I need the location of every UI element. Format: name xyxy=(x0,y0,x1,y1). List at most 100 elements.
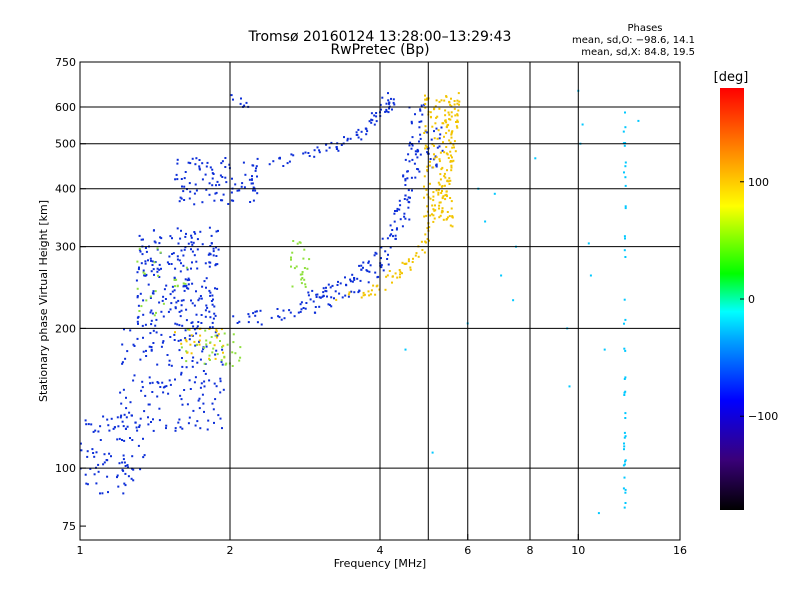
data-point xyxy=(300,282,303,285)
data-point xyxy=(121,461,124,464)
data-point xyxy=(179,339,182,342)
data-point xyxy=(302,257,305,260)
data-point xyxy=(336,284,339,286)
data-point xyxy=(121,343,124,346)
data-point xyxy=(117,425,120,428)
data-point xyxy=(219,377,222,380)
data-point xyxy=(154,290,157,293)
data-point xyxy=(191,302,194,305)
data-point xyxy=(136,260,139,263)
data-point xyxy=(157,274,160,277)
data-point xyxy=(215,184,217,187)
data-point xyxy=(419,137,422,140)
data-point xyxy=(142,313,145,316)
data-point xyxy=(444,176,447,179)
data-point xyxy=(445,193,448,196)
data-point xyxy=(176,178,179,181)
data-point xyxy=(145,355,148,357)
data-point xyxy=(623,144,626,147)
data-point xyxy=(198,397,201,400)
data-point xyxy=(322,291,325,294)
data-point xyxy=(175,301,178,304)
data-point xyxy=(318,296,321,299)
data-point xyxy=(153,314,156,317)
data-point xyxy=(438,216,441,219)
x-tick-label: 2 xyxy=(227,544,234,557)
data-point xyxy=(143,274,146,277)
data-point xyxy=(151,312,154,315)
grid-lines xyxy=(80,62,680,540)
data-point xyxy=(131,414,133,417)
data-point xyxy=(375,115,378,118)
data-point xyxy=(126,464,129,467)
data-point xyxy=(426,193,429,196)
data-point xyxy=(195,260,198,263)
data-point xyxy=(368,120,371,123)
data-point xyxy=(404,158,407,161)
data-point xyxy=(440,99,443,102)
data-point xyxy=(430,138,433,141)
data-point xyxy=(396,227,398,230)
data-point xyxy=(438,145,441,148)
data-point xyxy=(91,448,94,451)
data-point xyxy=(362,294,365,297)
data-point xyxy=(401,261,404,264)
data-point xyxy=(203,410,205,413)
data-point xyxy=(93,473,96,476)
data-point xyxy=(182,264,185,267)
data-point xyxy=(162,302,165,305)
data-point xyxy=(454,114,457,117)
data-point xyxy=(302,152,305,155)
data-point xyxy=(179,315,182,318)
data-point xyxy=(326,295,328,298)
data-point xyxy=(299,241,302,244)
data-point xyxy=(121,439,123,441)
data-point xyxy=(221,176,224,178)
data-point xyxy=(450,169,453,172)
data-point xyxy=(150,259,152,262)
data-point xyxy=(141,380,144,383)
data-point xyxy=(180,249,183,252)
data-point xyxy=(184,329,187,332)
data-point xyxy=(97,463,100,466)
data-point xyxy=(214,398,217,401)
data-point xyxy=(186,279,189,282)
data-point xyxy=(192,241,195,244)
data-point xyxy=(234,183,237,186)
data-point xyxy=(288,309,291,312)
data-point xyxy=(175,278,178,281)
data-point xyxy=(360,130,363,133)
data-point xyxy=(416,148,419,151)
data-point xyxy=(164,385,166,388)
data-point xyxy=(214,334,217,337)
data-point xyxy=(353,291,356,294)
data-point xyxy=(441,185,444,187)
data-point xyxy=(114,426,116,429)
data-point xyxy=(220,199,222,202)
data-point xyxy=(374,293,377,296)
data-point xyxy=(304,285,307,288)
data-point xyxy=(443,99,446,102)
data-point xyxy=(214,314,217,317)
data-point xyxy=(283,317,286,320)
data-point xyxy=(216,287,219,290)
data-point xyxy=(204,315,207,318)
data-point xyxy=(171,237,173,240)
data-point xyxy=(225,362,228,365)
data-point xyxy=(393,103,396,106)
data-point xyxy=(404,194,407,197)
data-point xyxy=(391,275,394,278)
data-point xyxy=(450,136,453,139)
data-point xyxy=(139,417,142,420)
data-point xyxy=(374,251,377,254)
data-point xyxy=(218,183,221,186)
data-point xyxy=(180,371,183,374)
data-point xyxy=(183,248,186,251)
data-point xyxy=(622,130,625,133)
data-point xyxy=(321,295,324,298)
data-point xyxy=(214,264,217,267)
data-point xyxy=(437,193,440,196)
data-point xyxy=(451,215,454,218)
data-point xyxy=(408,144,411,147)
data-point xyxy=(176,227,179,230)
